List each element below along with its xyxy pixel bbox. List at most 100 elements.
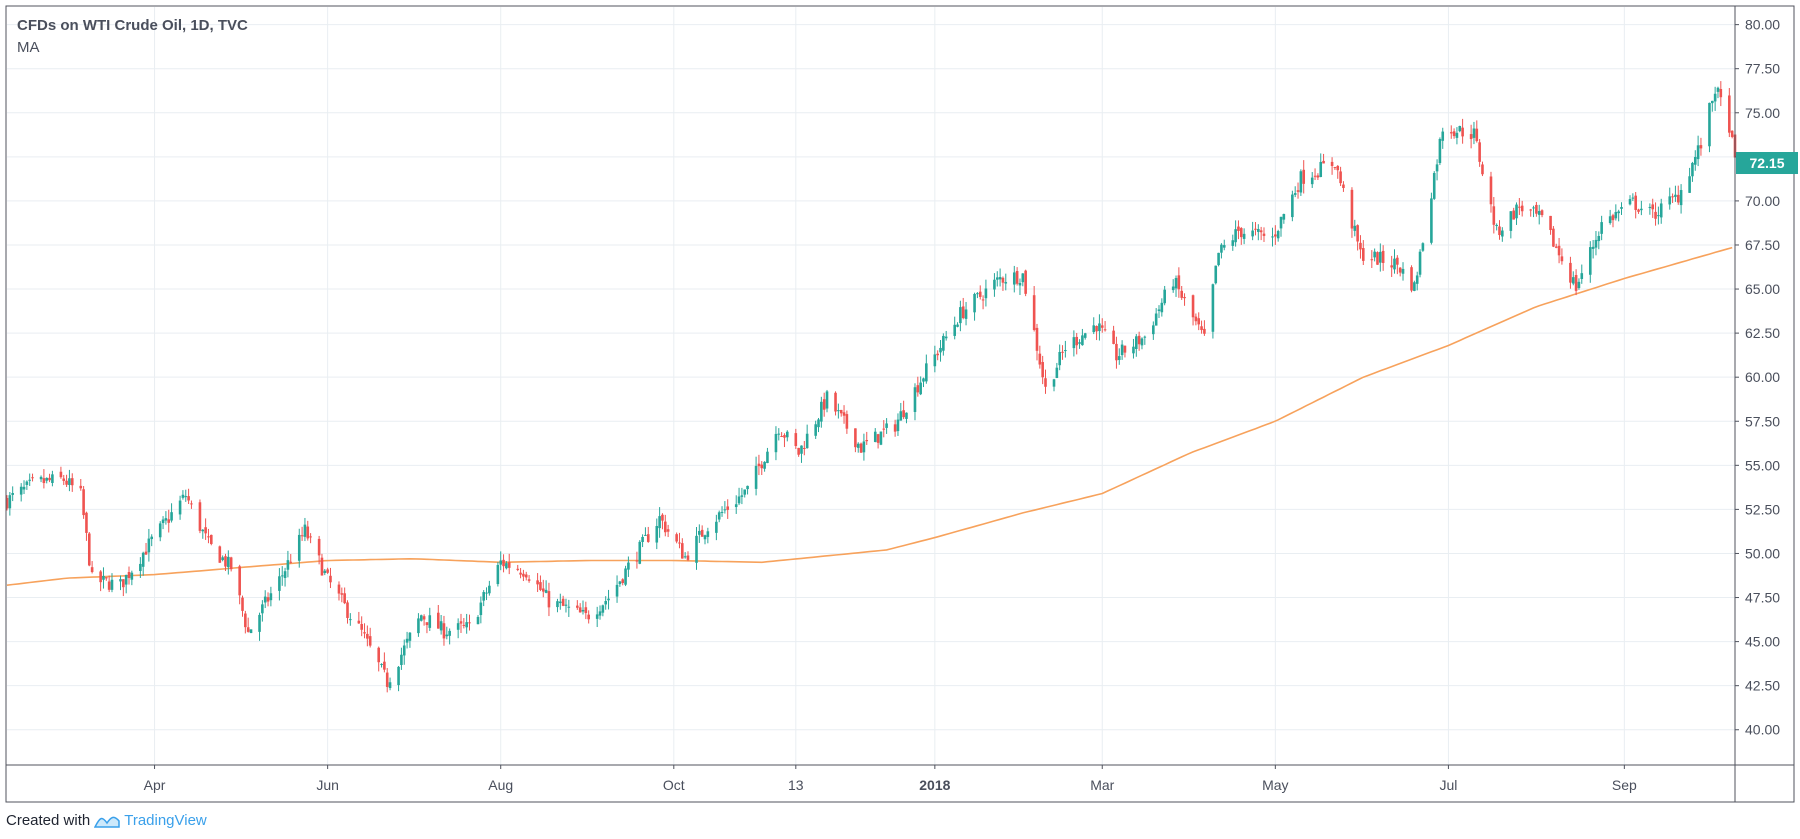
tradingview-brand-link[interactable]: TradingView bbox=[124, 812, 207, 829]
created-with-text: Created with bbox=[6, 812, 91, 829]
candle-down bbox=[522, 573, 525, 577]
candle-up bbox=[1291, 194, 1294, 218]
candle-up bbox=[499, 560, 503, 565]
candle-up bbox=[1064, 350, 1067, 352]
candle-up bbox=[879, 431, 883, 445]
candle-up bbox=[1688, 176, 1691, 193]
x-tick-label: Oct bbox=[663, 777, 685, 793]
candle-up bbox=[161, 519, 165, 524]
candle-up bbox=[1393, 258, 1396, 270]
candle-down bbox=[882, 428, 886, 430]
x-tick-label: Mar bbox=[1090, 777, 1114, 793]
candle-up bbox=[1163, 289, 1166, 304]
candle-up bbox=[1132, 346, 1135, 354]
candle-up bbox=[445, 634, 449, 637]
candle-up bbox=[249, 629, 253, 634]
candle-down bbox=[1137, 335, 1141, 345]
candle-down bbox=[524, 574, 528, 578]
candle-up bbox=[1631, 197, 1635, 199]
candle-up bbox=[820, 401, 823, 422]
candle-up bbox=[785, 431, 789, 438]
candle-down bbox=[62, 478, 66, 481]
candle-up bbox=[201, 529, 205, 532]
candle-up bbox=[814, 424, 817, 436]
candle-down bbox=[1350, 189, 1354, 229]
candle-up bbox=[658, 516, 661, 529]
candle-down bbox=[1569, 262, 1572, 283]
candle-up bbox=[1098, 323, 1101, 332]
candle-down bbox=[1611, 215, 1615, 221]
candle-down bbox=[1637, 209, 1640, 212]
candle-up bbox=[984, 288, 988, 299]
candle-down bbox=[661, 514, 664, 521]
candle-down bbox=[246, 627, 250, 632]
candle-down bbox=[1552, 228, 1555, 247]
candle-up bbox=[380, 663, 383, 665]
candle-up bbox=[1594, 239, 1598, 248]
candle-down bbox=[317, 538, 321, 556]
candle-up bbox=[723, 509, 727, 511]
candle-up bbox=[1081, 335, 1084, 346]
candle-up bbox=[1117, 356, 1121, 360]
candle-down bbox=[1061, 351, 1064, 353]
candle-up bbox=[1004, 282, 1008, 284]
candle-up bbox=[544, 589, 548, 593]
candle-down bbox=[536, 580, 539, 585]
candle-down bbox=[357, 620, 361, 624]
candle-up bbox=[800, 445, 803, 454]
y-tick-label: 40.00 bbox=[1745, 722, 1780, 738]
candle-up bbox=[998, 277, 1002, 280]
y-tick-label: 60.00 bbox=[1745, 369, 1780, 385]
candle-up bbox=[698, 530, 701, 535]
candle-down bbox=[1044, 378, 1047, 387]
candle-up bbox=[1018, 282, 1022, 286]
candle-up bbox=[1438, 138, 1442, 164]
candle-down bbox=[760, 464, 764, 469]
candle-up bbox=[1495, 224, 1498, 226]
candle-up bbox=[1668, 196, 1672, 205]
candle-up bbox=[402, 645, 406, 656]
candle-down bbox=[198, 502, 202, 531]
candle-up bbox=[1160, 302, 1164, 313]
candle-up bbox=[1021, 273, 1025, 283]
candle-up bbox=[1509, 211, 1513, 231]
candle-down bbox=[1676, 194, 1680, 203]
candle-up bbox=[417, 618, 420, 634]
candle-up bbox=[817, 419, 820, 428]
candle-down bbox=[107, 581, 111, 590]
candle-up bbox=[485, 592, 488, 594]
candle-up bbox=[1257, 228, 1260, 232]
candle-down bbox=[635, 560, 639, 562]
x-tick-label: Jun bbox=[316, 777, 339, 793]
chart-border bbox=[5, 5, 1795, 803]
y-tick-label: 77.50 bbox=[1745, 61, 1780, 77]
x-tick-label: Sep bbox=[1612, 777, 1637, 793]
candle-up bbox=[754, 465, 758, 489]
candle-down bbox=[343, 593, 346, 604]
candle-down bbox=[1200, 326, 1203, 331]
last-price-label: 72.15 bbox=[1749, 155, 1784, 171]
candle-up bbox=[559, 601, 562, 604]
candle-down bbox=[794, 433, 798, 447]
candle-down bbox=[1452, 131, 1456, 137]
candle-down bbox=[1075, 336, 1079, 346]
candle-up bbox=[1231, 240, 1235, 246]
y-tick-label: 62.50 bbox=[1745, 325, 1780, 341]
candle-down bbox=[241, 597, 244, 611]
indicator-label: MA bbox=[17, 39, 40, 56]
candle-down bbox=[666, 529, 670, 532]
candle-up bbox=[448, 630, 451, 636]
candle-down bbox=[1481, 164, 1484, 175]
candle-down bbox=[621, 579, 625, 583]
candle-up bbox=[973, 293, 976, 313]
candle-up bbox=[601, 605, 605, 613]
candle-down bbox=[306, 526, 310, 539]
candle-up bbox=[465, 622, 468, 628]
candle-up bbox=[51, 474, 54, 483]
candle-up bbox=[959, 307, 962, 324]
candle-up bbox=[1435, 164, 1439, 172]
candle-down bbox=[1719, 89, 1723, 98]
candle-up bbox=[1310, 177, 1314, 185]
candle-down bbox=[5, 497, 9, 509]
